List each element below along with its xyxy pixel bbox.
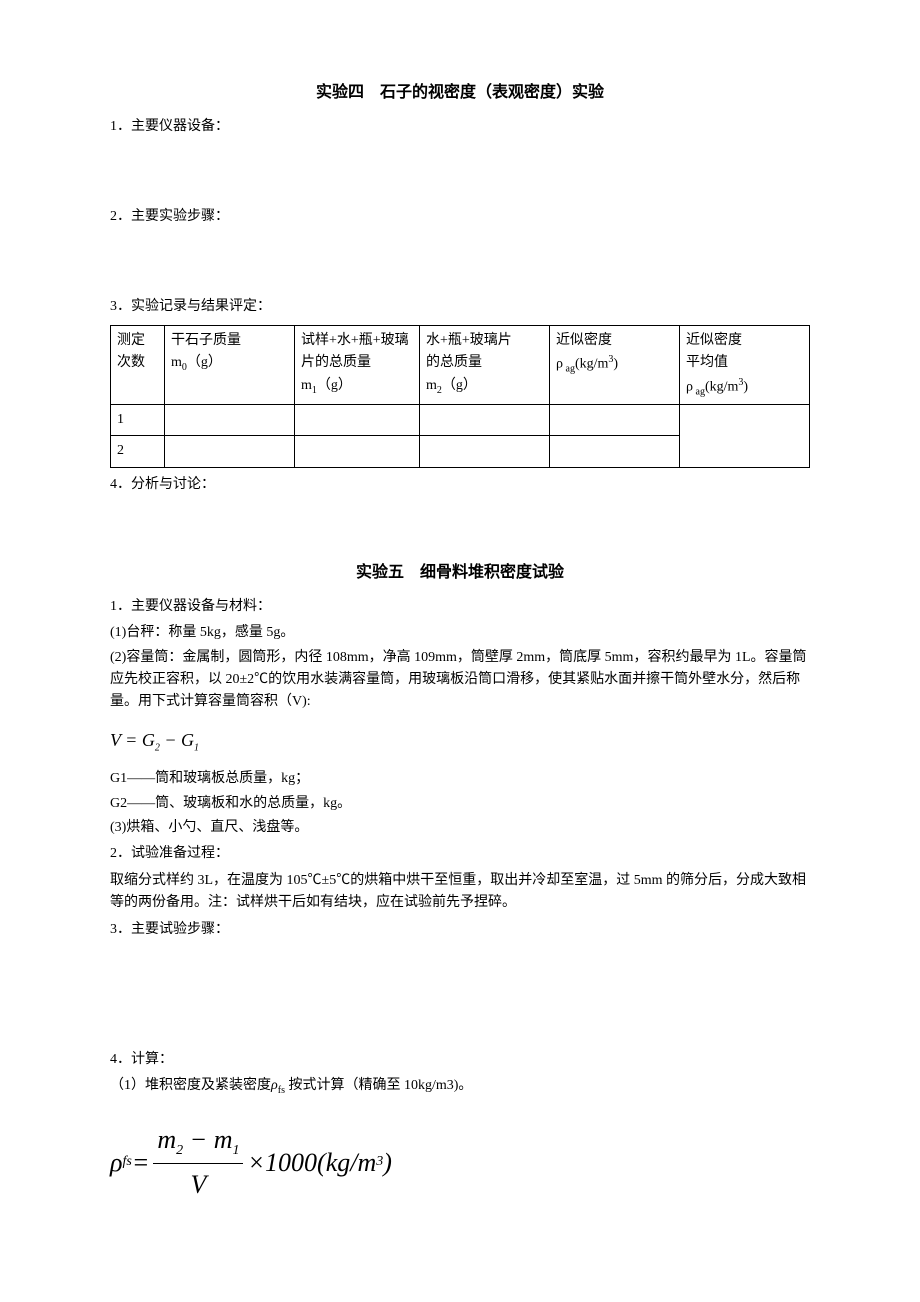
exp5-p4: G2——筒、玻璃板和水的总质量，kg。 (110, 793, 810, 815)
numerator: m2 − m1 (153, 1119, 243, 1164)
exp4-title: 实验四 石子的视密度（表观密度）实验 (110, 80, 810, 106)
cell-index: 1 (111, 405, 165, 436)
th-count: 测定 次数 (111, 325, 165, 404)
cell (295, 436, 420, 467)
table-header-row: 测定 次数 干石子质量 m0（g） 试样+水+瓶+玻璃 片的总质量 m1（g） … (111, 325, 810, 404)
cell (165, 405, 295, 436)
exp4-section4: 4．分析与讨论： (110, 474, 810, 496)
fraction: m2 − m1 V (153, 1119, 243, 1205)
cell (550, 436, 680, 467)
cell (420, 405, 550, 436)
exp5-section3: 3．主要试验步骤： (110, 919, 810, 941)
blank-space (110, 945, 810, 1005)
exp4-section3: 3．实验记录与结果评定： (110, 296, 810, 318)
blank-space (110, 1005, 810, 1045)
th-dry-mass: 干石子质量 m0（g） (165, 325, 295, 404)
cell (165, 436, 295, 467)
cell-index: 2 (111, 436, 165, 467)
blank-space (110, 232, 810, 292)
th-sample-total: 试样+水+瓶+玻璃 片的总质量 m1（g） (295, 325, 420, 404)
denominator: V (153, 1164, 243, 1206)
cell (420, 436, 550, 467)
exp4-section2: 2．主要实验步骤： (110, 206, 810, 228)
cell (295, 405, 420, 436)
th-density-avg: 近似密度 平均值 ρ ag(kg/m3) (680, 325, 810, 404)
exp5-p7: （1）堆积密度及紧装密度ρfs 按式计算（精确至 10kg/m3)。 (110, 1075, 810, 1099)
exp4-section1: 1．主要仪器设备： (110, 116, 810, 138)
cell (550, 405, 680, 436)
formula-density: ρfs = m2 − m1 V ×1000(kg / m3) (110, 1119, 810, 1205)
table-row: 1 (111, 405, 810, 436)
exp5-title: 实验五 细骨料堆积密度试验 (110, 560, 810, 586)
formula-volume: V = G2 − G1 (110, 726, 810, 757)
exp5-p6: 取缩分式样约 3L，在温度为 105℃±5℃的烘箱中烘干至恒重，取出并冷却至室温… (110, 870, 810, 915)
exp5-p2: (2)容量筒：金属制，圆筒形，内径 108mm，净高 109mm，筒壁厚 2mm… (110, 647, 810, 714)
exp5-section2: 2．试验准备过程： (110, 843, 810, 865)
exp5-section1: 1．主要仪器设备与材料： (110, 596, 810, 618)
th-density: 近似密度 ρ ag(kg/m3) (550, 325, 680, 404)
exp5-p3: G1——筒和玻璃板总质量，kg； (110, 768, 810, 790)
exp5-p5: (3)烘箱、小勺、直尺、浅盘等。 (110, 817, 810, 839)
th-water-total: 水+瓶+玻璃片 的总质量 m2（g） (420, 325, 550, 404)
cell-avg (680, 405, 810, 468)
exp4-table: 测定 次数 干石子质量 m0（g） 试样+水+瓶+玻璃 片的总质量 m1（g） … (110, 325, 810, 468)
exp5-p1: (1)台秤：称量 5kg，感量 5g。 (110, 622, 810, 644)
exp5-section4: 4．计算： (110, 1049, 810, 1071)
blank-space (110, 142, 810, 202)
blank-space (110, 500, 810, 560)
